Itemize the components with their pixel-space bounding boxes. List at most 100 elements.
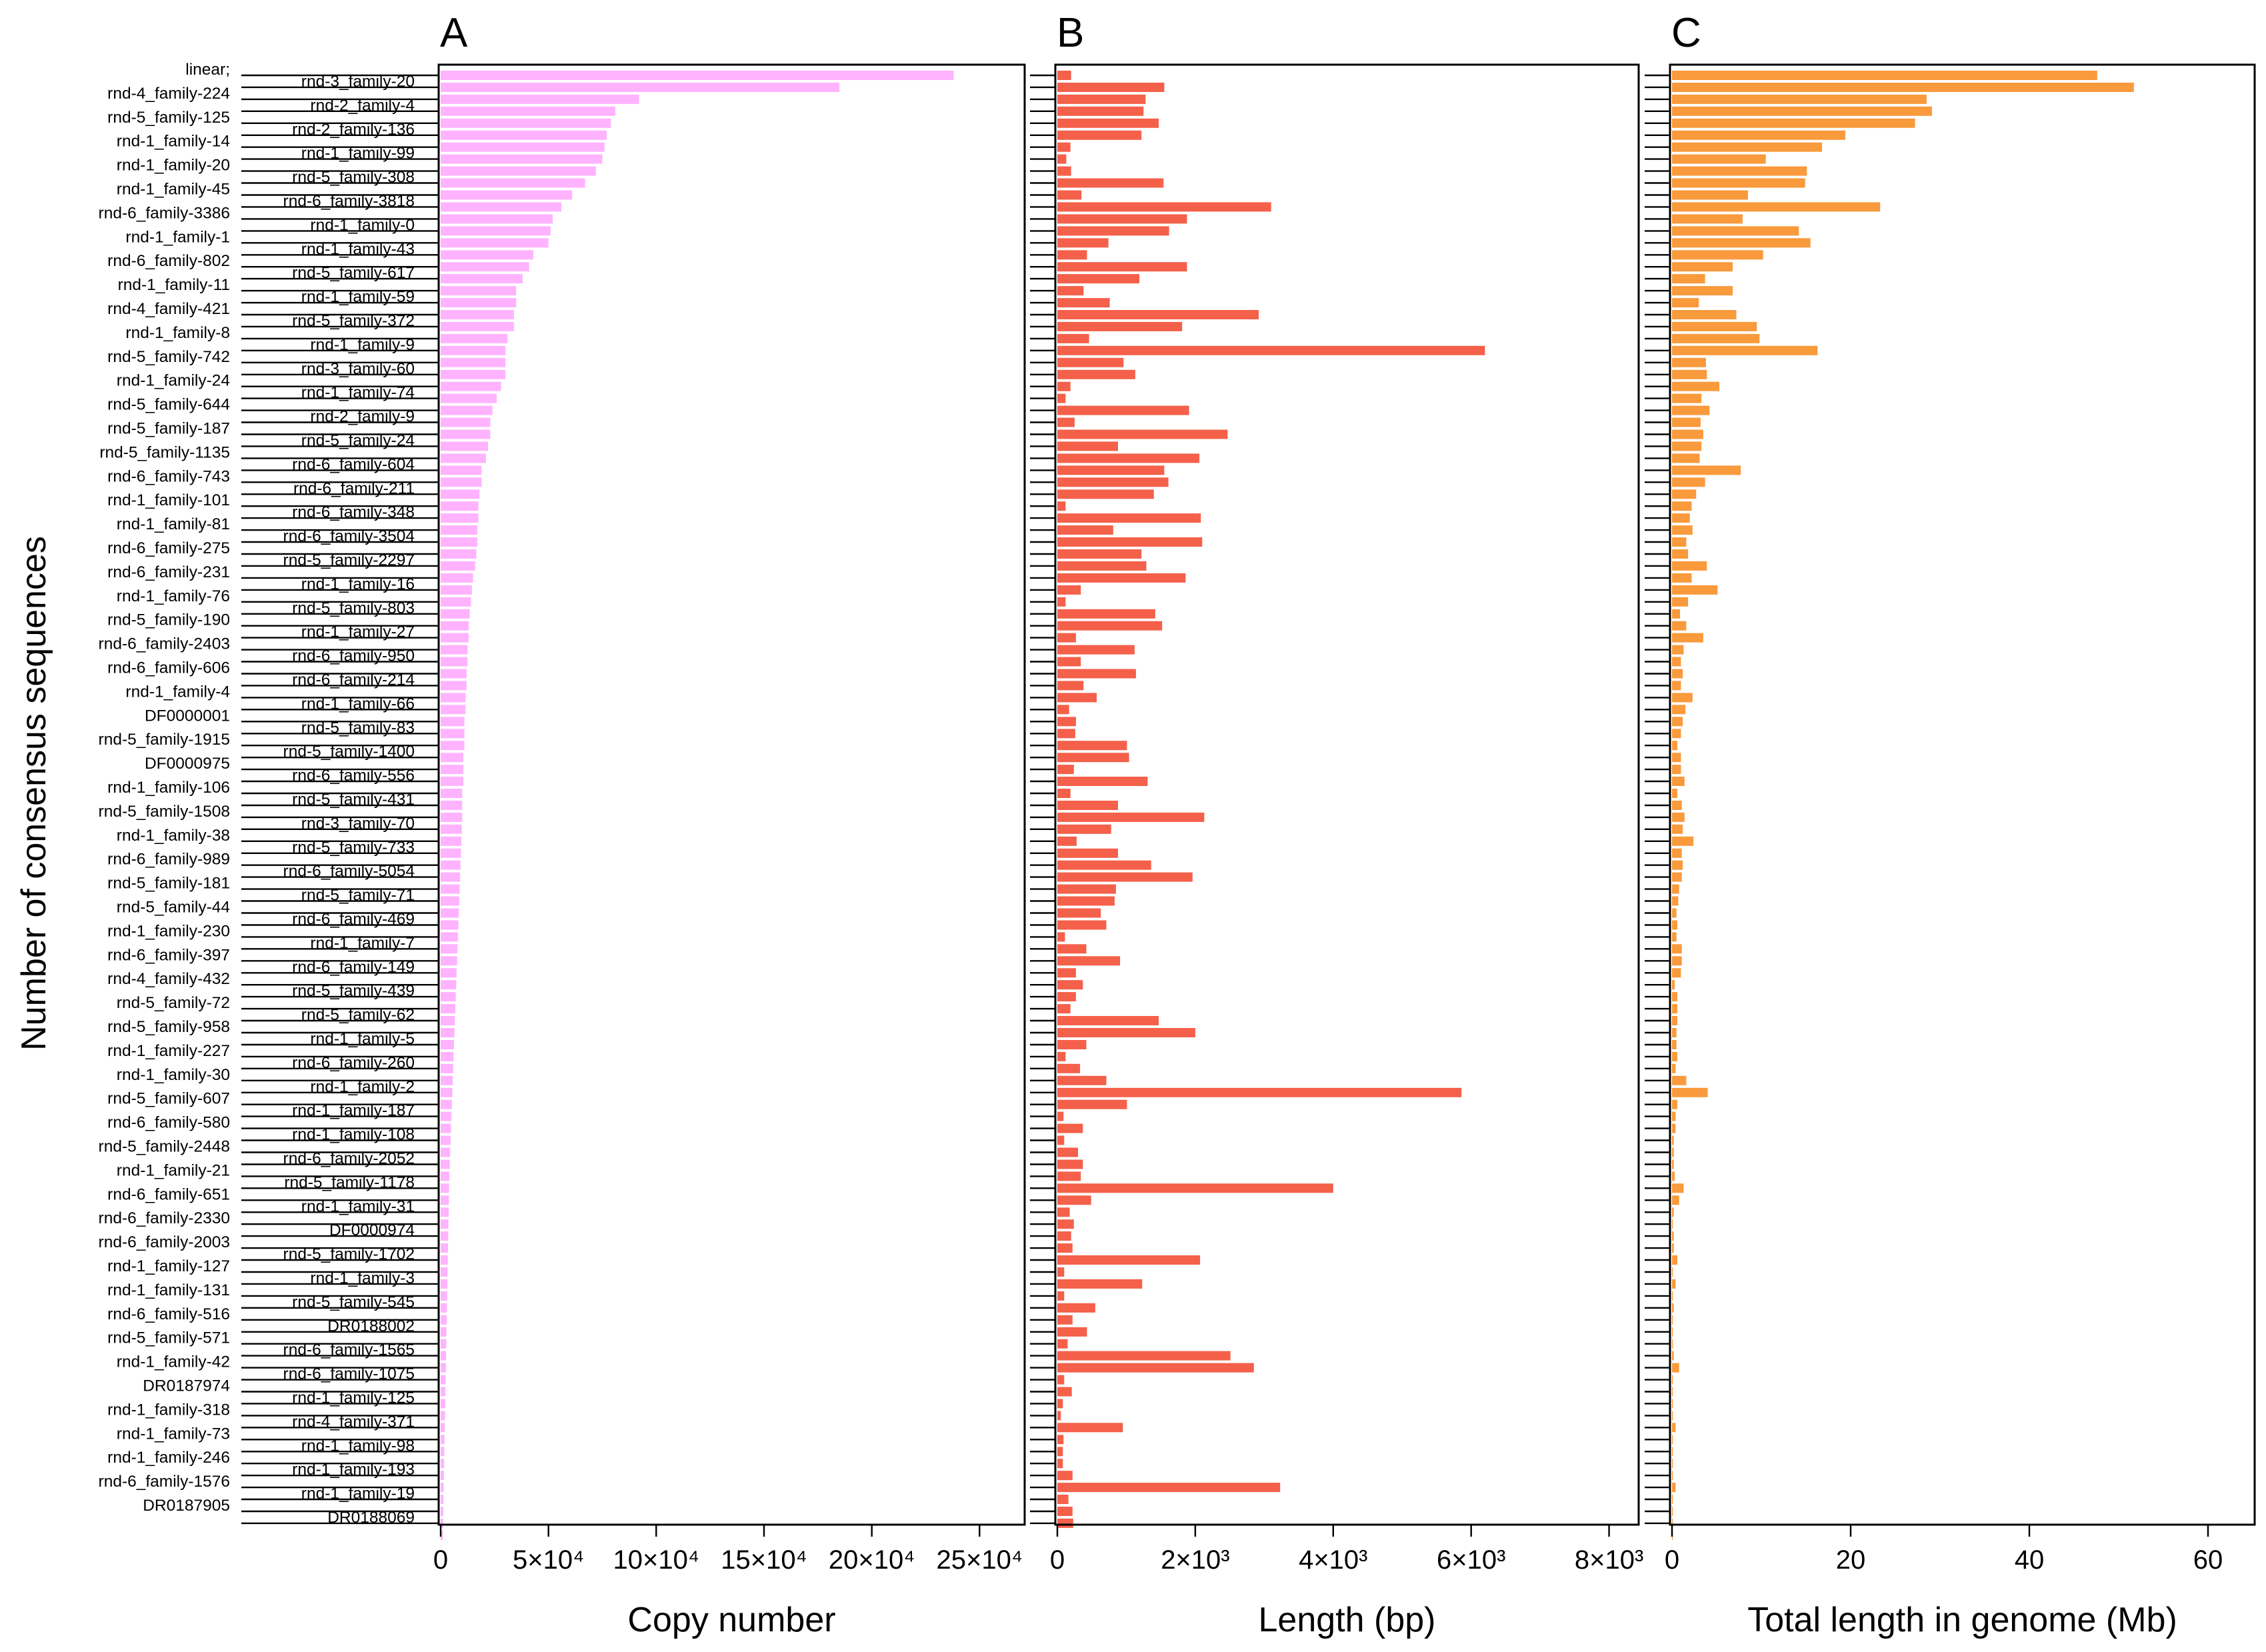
bar [1672, 872, 1682, 882]
x-tick-label: 5×10⁴ [513, 1545, 584, 1575]
bar [1057, 393, 1066, 403]
bar [441, 393, 497, 403]
family-label: rnd-1_family-42 [117, 1353, 230, 1371]
x-tick-label: 0 [1050, 1545, 1065, 1575]
family-label: rnd-1_family-45 [117, 181, 230, 199]
bar [441, 1207, 449, 1217]
bar [441, 932, 458, 942]
panel-b-length: B 0 2×10³ 4×10³ 6×10³ 8×10³ Length (bp) [1030, 10, 1643, 1639]
bar [1057, 477, 1169, 487]
bar [441, 262, 529, 272]
family-label: rnd-1_family-73 [117, 1425, 230, 1443]
bar [441, 1387, 446, 1397]
bar [1057, 1028, 1195, 1037]
family-label: rnd-5_family-125 [107, 109, 230, 127]
bar [1672, 333, 1760, 343]
family-label: rnd-5_family-1135 [99, 443, 230, 461]
family-label: rnd-5_family-190 [107, 611, 230, 629]
bar [1672, 1183, 1684, 1193]
x-tick-label: 8×10³ [1575, 1545, 1643, 1575]
bar [441, 238, 549, 248]
bar [1057, 525, 1113, 535]
bar [1057, 465, 1165, 475]
bar [441, 1291, 447, 1301]
bar [441, 669, 467, 679]
bar [1672, 801, 1682, 810]
x-tick-label: 60 [2193, 1545, 2223, 1575]
bar [1672, 992, 1677, 1002]
bar [1057, 1507, 1073, 1516]
bar [1672, 884, 1679, 894]
bar [1057, 621, 1163, 631]
bar [1672, 1471, 1673, 1481]
bar [441, 1075, 453, 1085]
bar [1672, 549, 1689, 559]
bar [1057, 585, 1081, 595]
bar [1672, 956, 1682, 966]
bar [1057, 1471, 1073, 1481]
family-label: rnd-1_family-38 [117, 827, 230, 845]
bar [1672, 789, 1677, 798]
bar [1672, 1087, 1708, 1097]
family-label: rnd-6_family-275 [107, 539, 230, 557]
bar [1057, 1075, 1107, 1085]
bar [441, 1040, 454, 1049]
family-label: rnd-6_family-743 [107, 467, 230, 485]
bar [1672, 777, 1685, 786]
bar [1057, 753, 1129, 763]
bar [441, 956, 457, 966]
bar [1672, 860, 1683, 870]
bar [1057, 920, 1107, 930]
bar [1057, 298, 1110, 308]
bar [441, 920, 459, 930]
bar [441, 1087, 453, 1097]
panel-letter: C [1671, 10, 1701, 56]
bar [1672, 202, 1881, 212]
bar [1672, 405, 1710, 415]
bar [441, 166, 596, 176]
bar [1672, 1387, 1673, 1397]
bar [441, 705, 466, 715]
bar [1057, 441, 1118, 451]
bar [1672, 489, 1697, 499]
bar [1672, 1016, 1677, 1025]
bar [1672, 896, 1679, 906]
bar [1672, 1243, 1674, 1253]
y-axis-title: Number of consensus sequences [15, 536, 53, 1051]
bar [1672, 1495, 1673, 1504]
bar [1057, 681, 1084, 691]
bar [1057, 238, 1109, 248]
x-tick-label: 2×10³ [1161, 1545, 1229, 1575]
family-label: rnd-6_family-2403 [99, 635, 230, 653]
family-label: rnd-6_family-580 [107, 1114, 230, 1132]
family-label: rnd-5_family-181 [107, 875, 230, 893]
bar [1057, 501, 1066, 511]
bar [441, 1459, 445, 1469]
bar [1057, 932, 1065, 942]
bar [441, 824, 462, 834]
x-axis-title: Copy number [627, 1601, 835, 1639]
bar [1672, 1483, 1676, 1493]
bar [1057, 992, 1076, 1002]
bar [1672, 1327, 1673, 1337]
bar [1672, 130, 1845, 140]
bar [1672, 417, 1701, 427]
family-label: rnd-5_family-644 [107, 396, 230, 414]
bar [1672, 908, 1677, 918]
family-label: rnd-1_family-76 [117, 587, 230, 605]
family-label: linear; [185, 61, 230, 79]
bar [1672, 729, 1681, 739]
bar [1672, 573, 1692, 583]
bar [1057, 777, 1148, 786]
plot-frame [1054, 63, 1640, 1526]
panel-letter: B [1057, 10, 1084, 56]
family-label: rnd-1_family-30 [117, 1066, 230, 1084]
bar [1057, 1279, 1143, 1289]
bar [1672, 1339, 1673, 1349]
bar [1672, 561, 1707, 571]
bar [1672, 836, 1694, 846]
bar [1057, 310, 1259, 319]
bar [1057, 333, 1089, 343]
bar [441, 441, 489, 451]
bar [441, 777, 463, 786]
